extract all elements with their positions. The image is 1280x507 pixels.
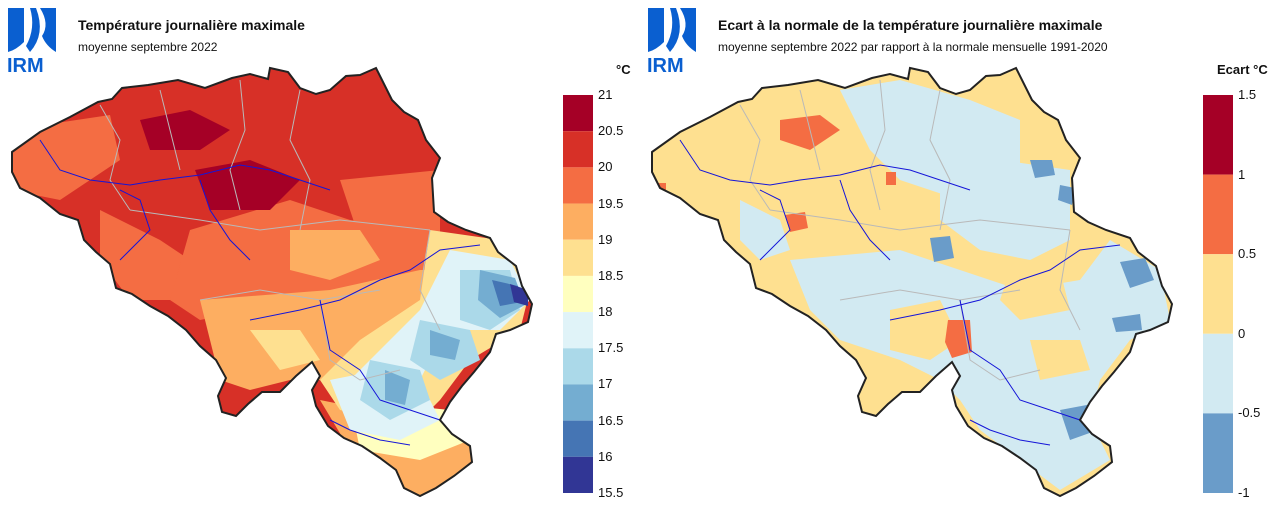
legend-tick-label: 17.5 (598, 340, 624, 356)
legend-swatch (563, 275, 593, 313)
legend-swatch (563, 95, 593, 132)
legend-swatch (1203, 174, 1233, 255)
belgium-anomaly-map (651, 67, 1173, 497)
legend-tick-label: 16.5 (598, 412, 624, 428)
map-title: Ecart à la normale de la température jou… (718, 17, 1103, 33)
legend-swatch (563, 239, 593, 276)
legend-tick-label: 18 (598, 304, 613, 320)
temperature-legend (563, 95, 593, 493)
legend-swatch (563, 456, 593, 493)
legend-swatch (563, 348, 593, 385)
legend-tick-label: 19.5 (598, 195, 624, 211)
legend-swatch (563, 312, 593, 349)
logo-text: IRM (647, 55, 684, 74)
legend-unit: °C (616, 62, 631, 77)
anomaly-legend (1203, 95, 1233, 493)
logo-text: IRM (7, 55, 44, 74)
legend-swatch (1203, 413, 1233, 493)
legend-tick-label: 20.5 (598, 123, 624, 139)
legend-tick-label: -1 (1238, 485, 1250, 500)
legend-swatch (1203, 333, 1233, 414)
legend-tick-label: 15.5 (598, 485, 624, 500)
legend-swatch (1203, 95, 1233, 175)
legend-tick-label: 18.5 (598, 267, 624, 283)
map-subtitle: moyenne septembre 2022 (78, 40, 218, 54)
irm-logo: IRM (7, 8, 56, 74)
legend-unit: Ecart °C (1217, 62, 1268, 77)
legend-tick-label: 1 (1238, 166, 1246, 182)
legend-tick-label: 19 (598, 231, 613, 247)
legend-tick-label: -0.5 (1238, 405, 1261, 421)
legend-swatch (563, 420, 593, 457)
legend-tick-label: 0 (1238, 325, 1246, 341)
legend-tick-label: 1.5 (1238, 87, 1257, 102)
legend-tick-label: 16 (598, 448, 613, 464)
map-title: Température journalière maximale (78, 17, 305, 33)
tmax-panel: IRM Température journalière maximale moy… (7, 8, 631, 500)
legend-tick-label: 0.5 (1238, 246, 1257, 262)
anomaly-panel: IRM Ecart à la normale de la température… (640, 0, 1280, 507)
legend-swatch (563, 167, 593, 204)
legend-swatch (563, 384, 593, 421)
legend-tick-label: 17 (598, 376, 613, 392)
legend-tick-label: 21 (598, 87, 613, 102)
legend-tick-label: 20 (598, 159, 613, 175)
legend-swatch (1203, 254, 1233, 334)
legend-swatch (563, 131, 593, 168)
irm-logo: IRM (647, 8, 696, 74)
map-subtitle: moyenne septembre 2022 par rapport à la … (718, 40, 1108, 54)
belgium-tmax-map (11, 67, 533, 497)
legend-swatch (563, 203, 593, 240)
